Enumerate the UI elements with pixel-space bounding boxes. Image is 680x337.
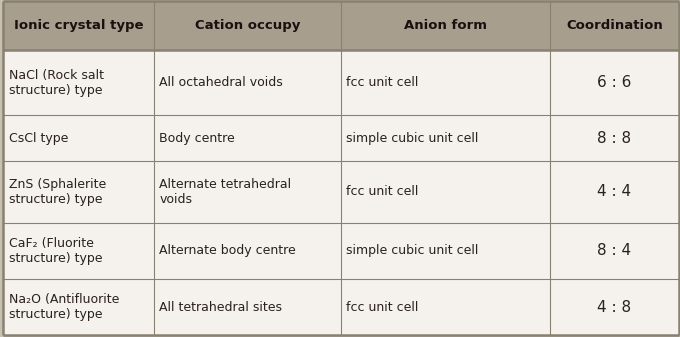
Bar xyxy=(3,50,154,116)
Bar xyxy=(341,1,550,50)
Text: fcc unit cell: fcc unit cell xyxy=(347,185,419,198)
Text: 6 : 6: 6 : 6 xyxy=(597,75,632,90)
Bar xyxy=(3,279,154,335)
Bar xyxy=(3,1,154,50)
Bar xyxy=(341,50,550,116)
Bar xyxy=(550,161,679,222)
Text: 8 : 8: 8 : 8 xyxy=(597,130,632,146)
Bar xyxy=(341,161,550,222)
Bar xyxy=(154,50,341,116)
Bar xyxy=(154,1,341,50)
Text: Body centre: Body centre xyxy=(159,131,235,145)
Text: Na₂O (Antifluorite
structure) type: Na₂O (Antifluorite structure) type xyxy=(9,294,119,321)
Text: ZnS (Sphalerite
structure) type: ZnS (Sphalerite structure) type xyxy=(9,178,106,206)
Bar xyxy=(154,116,341,161)
Text: Cation occupy: Cation occupy xyxy=(194,19,300,32)
Bar xyxy=(3,116,154,161)
Text: Anion form: Anion form xyxy=(404,19,487,32)
Bar xyxy=(341,222,550,279)
Text: fcc unit cell: fcc unit cell xyxy=(347,76,419,89)
Text: 8 : 4: 8 : 4 xyxy=(597,244,632,258)
Bar xyxy=(550,50,679,116)
Bar xyxy=(550,1,679,50)
Bar xyxy=(550,279,679,335)
Text: CaF₂ (Fluorite
structure) type: CaF₂ (Fluorite structure) type xyxy=(9,237,102,265)
Text: Alternate tetrahedral
voids: Alternate tetrahedral voids xyxy=(159,178,292,206)
Text: simple cubic unit cell: simple cubic unit cell xyxy=(347,131,479,145)
Text: fcc unit cell: fcc unit cell xyxy=(347,301,419,314)
Bar xyxy=(341,116,550,161)
Text: All octahedral voids: All octahedral voids xyxy=(159,76,283,89)
Bar xyxy=(154,279,341,335)
Bar xyxy=(3,222,154,279)
Bar xyxy=(154,161,341,222)
Bar xyxy=(550,116,679,161)
Text: simple cubic unit cell: simple cubic unit cell xyxy=(347,244,479,257)
Bar xyxy=(154,222,341,279)
Bar xyxy=(341,279,550,335)
Text: Coordination: Coordination xyxy=(566,19,663,32)
Text: 4 : 8: 4 : 8 xyxy=(597,300,632,315)
Text: All tetrahedral sites: All tetrahedral sites xyxy=(159,301,282,314)
Text: 4 : 4: 4 : 4 xyxy=(597,184,632,199)
Text: NaCl (Rock salt
structure) type: NaCl (Rock salt structure) type xyxy=(9,69,104,97)
Text: CsCl type: CsCl type xyxy=(9,131,68,145)
Bar xyxy=(550,222,679,279)
Text: Alternate body centre: Alternate body centre xyxy=(159,244,296,257)
Bar xyxy=(3,161,154,222)
Text: Ionic crystal type: Ionic crystal type xyxy=(14,19,143,32)
